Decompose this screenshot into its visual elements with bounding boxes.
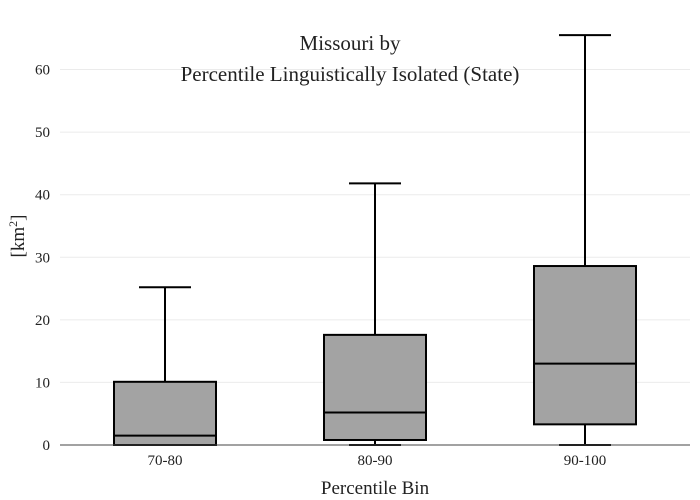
y-tick-label-40: 40	[35, 188, 50, 204]
box-90-100	[534, 35, 636, 445]
y-axis-title-close: ]	[8, 215, 29, 221]
box-series	[114, 35, 636, 445]
y-tick-label-50: 50	[35, 125, 50, 141]
iqr-box	[534, 266, 636, 424]
x-tick-label-70-80: 70-80	[148, 453, 183, 469]
x-tick-label-80-90: 80-90	[358, 453, 393, 469]
y-axis-title: [km2]	[6, 215, 29, 258]
x-axis-ticks: 70-80 80-90 90-100	[148, 453, 607, 469]
iqr-box	[324, 335, 426, 440]
x-tick-label-90-100: 90-100	[564, 453, 607, 469]
y-tick-label-20: 20	[35, 313, 50, 329]
y-tick-label-0: 0	[43, 438, 51, 454]
x-axis-title: Percentile Bin	[321, 478, 430, 499]
chart-title-line-2: Percentile Linguistically Isolated (Stat…	[181, 62, 520, 86]
box-80-90	[324, 183, 426, 445]
y-tick-label-60: 60	[35, 63, 50, 79]
box-70-80	[114, 287, 216, 445]
chart-title-line-1: Missouri by	[300, 31, 401, 55]
y-axis-ticks: 0 10 20 30 40 50 60	[35, 63, 50, 454]
y-tick-label-30: 30	[35, 250, 50, 266]
y-tick-label-10: 10	[35, 375, 50, 391]
y-axis-title-unit: [km	[8, 227, 29, 258]
